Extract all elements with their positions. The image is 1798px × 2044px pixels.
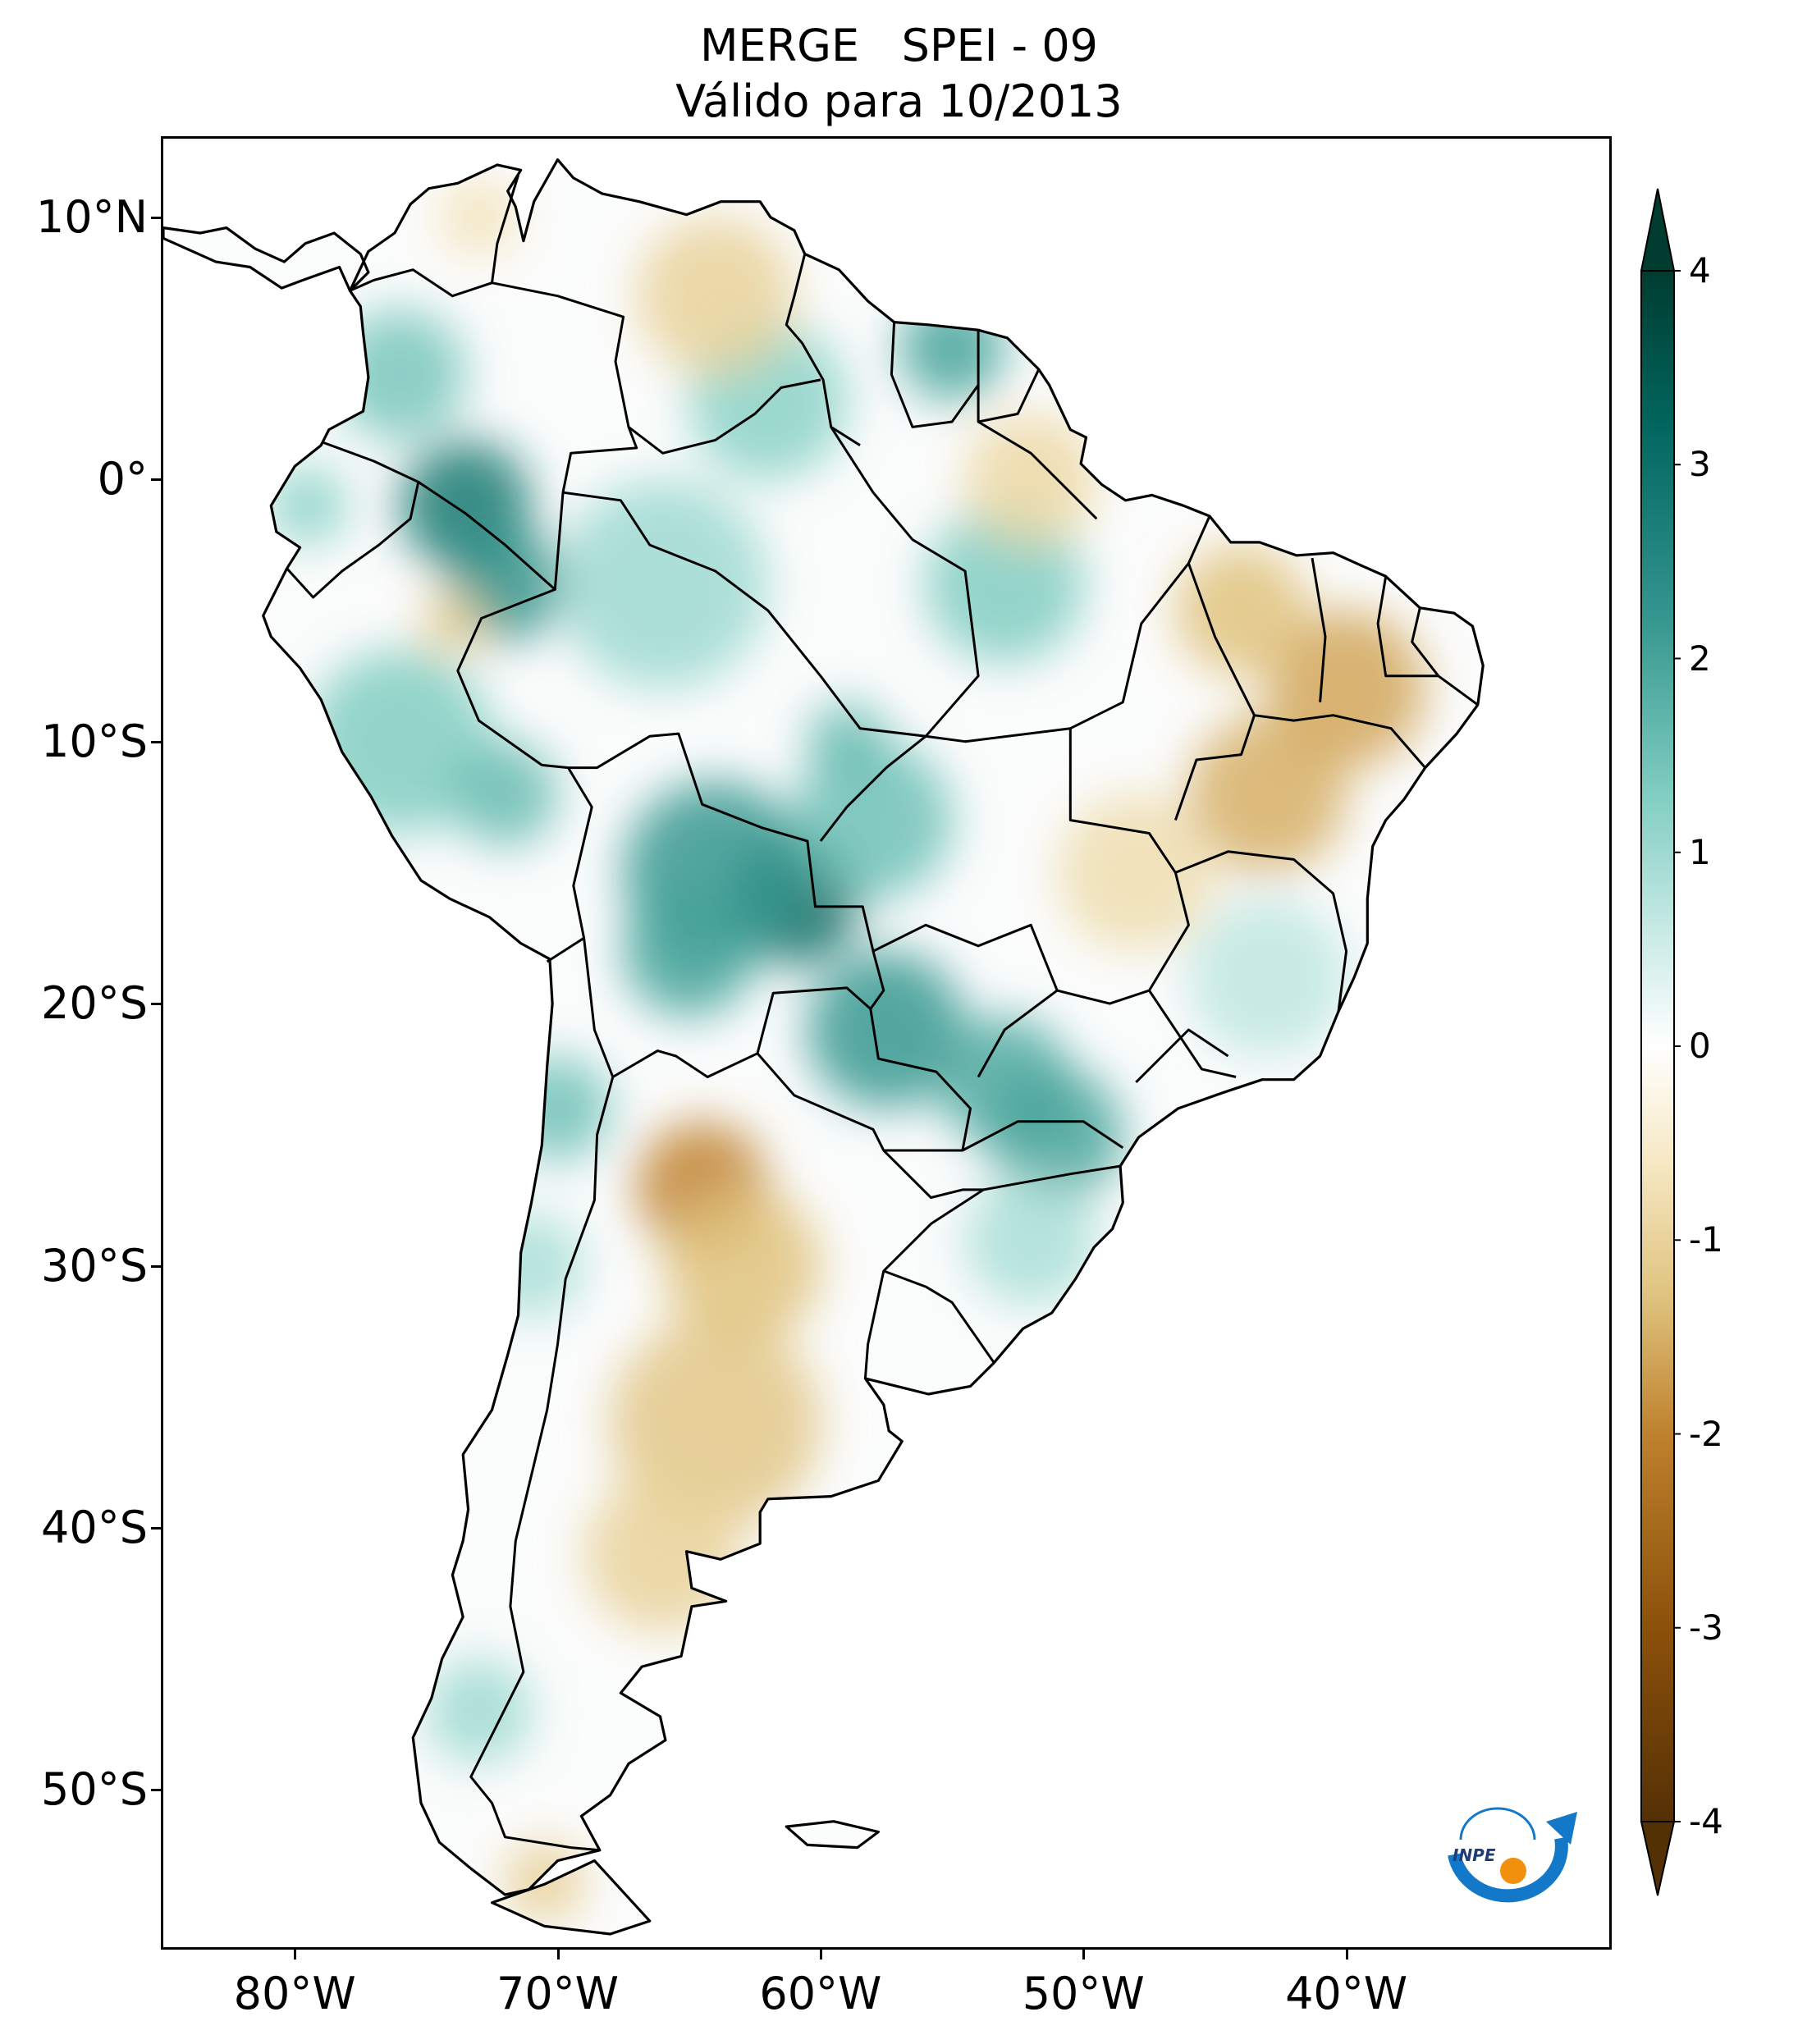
dry-anomaly-patch	[965, 414, 1097, 546]
wet-anomaly-patch	[965, 1173, 1097, 1306]
wet-anomaly-patch	[1188, 899, 1347, 1056]
border-line	[890, 322, 980, 428]
wet-anomaly-patch	[557, 479, 768, 689]
lat-tick-label: 10°S	[41, 715, 148, 767]
lat-tick-mark	[151, 1003, 161, 1006]
wet-anomaly-patch	[268, 466, 348, 546]
wet-anomaly-patch	[926, 505, 1084, 663]
colorbar-tick-label: -3	[1689, 1607, 1723, 1648]
border-line	[863, 1149, 985, 1379]
colorbar-tick-label: 3	[1689, 444, 1711, 485]
wet-anomaly-patch	[426, 1658, 532, 1764]
lon-tick-label: 60°W	[759, 1968, 882, 2019]
wet-anomaly-patch	[899, 295, 1005, 401]
colorbar-gradient	[1640, 270, 1675, 1822]
dry-anomaly-patch	[420, 592, 484, 656]
colorbar-extend-max	[1640, 188, 1676, 272]
south-america-map[interactable]	[163, 139, 1609, 1947]
dry-anomaly-patch	[505, 1842, 584, 1922]
border-line	[1254, 714, 1426, 769]
map-panel[interactable]	[161, 136, 1612, 1950]
lon-tick-label: 80°W	[233, 1968, 356, 2019]
border-line	[562, 491, 1211, 743]
lat-tick-label: 40°S	[41, 1501, 148, 1553]
border-line	[417, 481, 593, 963]
border-line	[1174, 850, 1348, 1012]
dry-anomaly-patch	[1057, 793, 1215, 952]
dry-anomaly-patch	[1175, 545, 1307, 676]
border-line	[1311, 557, 1327, 702]
lat-tick-label: 20°S	[41, 977, 148, 1030]
border-line	[1068, 728, 1190, 991]
page-title: MERGE SPEI - 09 Válido para 10/2013	[0, 18, 1798, 130]
wet-anomaly-patch	[478, 1213, 584, 1319]
coastline-tierra-del-fuego	[490, 1859, 652, 1936]
lat-tick-mark	[151, 1526, 161, 1530]
colorbar-tick-label: -1	[1689, 1219, 1723, 1260]
inpe-logo: INPE	[1448, 1807, 1577, 1903]
wet-anomaly-patch	[991, 1068, 1123, 1200]
border-line	[1376, 576, 1479, 706]
lon-tick-label: 40°W	[1285, 1968, 1408, 2019]
border-line	[872, 923, 1059, 1078]
wet-anomaly-patch	[452, 741, 558, 847]
colorbar-tick-label: 4	[1689, 250, 1711, 290]
border-line	[1174, 562, 1256, 821]
border-line	[628, 378, 821, 455]
coastline-central-america	[163, 226, 370, 292]
colorbar-extend-min	[1640, 1821, 1676, 1896]
lat-tick-mark	[151, 478, 161, 482]
coastline	[262, 158, 1485, 1896]
colorbar-tick-label: -2	[1689, 1413, 1723, 1454]
lat-tick-label: 0°	[97, 453, 148, 505]
lon-tick-mark	[294, 1950, 297, 1959]
lat-tick-mark	[151, 1789, 161, 1792]
border-line	[568, 732, 885, 1078]
lat-tick-label: 30°S	[41, 1239, 148, 1292]
lon-tick-label: 70°W	[496, 1968, 620, 2019]
lon-tick-label: 50°W	[1022, 1968, 1145, 2019]
title-line-1: MERGE SPEI - 09	[699, 20, 1099, 71]
border-line	[830, 426, 980, 738]
lat-tick-mark	[151, 216, 161, 219]
wet-anomaly-patch	[334, 309, 466, 441]
wet-anomaly-patch	[623, 885, 755, 1017]
lon-tick-mark	[1345, 1950, 1348, 1959]
colorbar-tick-label: 2	[1689, 638, 1711, 679]
coastline-falklands	[785, 1820, 880, 1850]
border-line	[962, 1120, 1124, 1152]
border-line	[983, 1164, 1121, 1191]
lat-tick-label: 10°N	[35, 190, 148, 243]
lat-tick-mark	[151, 740, 161, 743]
colorbar	[1640, 188, 1681, 1896]
lon-tick-mark	[819, 1950, 822, 1959]
wet-anomaly-patch	[807, 702, 886, 781]
border-line	[1135, 1028, 1229, 1083]
lon-tick-mark	[556, 1950, 560, 1959]
dry-anomaly-patch	[636, 217, 794, 375]
inpe-logo-text: INPE	[1453, 1845, 1496, 1865]
border-line	[819, 735, 927, 842]
lat-tick-label: 50°S	[41, 1763, 148, 1816]
dry-anomaly-patch	[662, 1187, 821, 1345]
border-line	[883, 1269, 995, 1364]
border-line	[349, 175, 519, 298]
country-borders	[163, 158, 1485, 1936]
colorbar-tick-label: 0	[1689, 1026, 1711, 1066]
border-line	[286, 441, 420, 599]
border-line	[977, 420, 1098, 520]
wet-anomaly-patch	[794, 741, 953, 899]
dry-anomaly-patch	[1188, 715, 1347, 873]
colorbar-tick-label: 1	[1689, 831, 1711, 872]
border-line	[469, 1077, 615, 1852]
border-line	[977, 368, 1041, 423]
border-line	[1411, 607, 1439, 677]
dry-anomaly-patch	[583, 1475, 742, 1633]
lon-tick-mark	[1082, 1950, 1086, 1959]
colorbar-tick-label: -4	[1689, 1801, 1723, 1841]
wet-anomaly-patch	[505, 1055, 611, 1161]
lat-tick-mark	[151, 1264, 161, 1268]
title-line-2: Válido para 10/2013	[675, 75, 1123, 127]
